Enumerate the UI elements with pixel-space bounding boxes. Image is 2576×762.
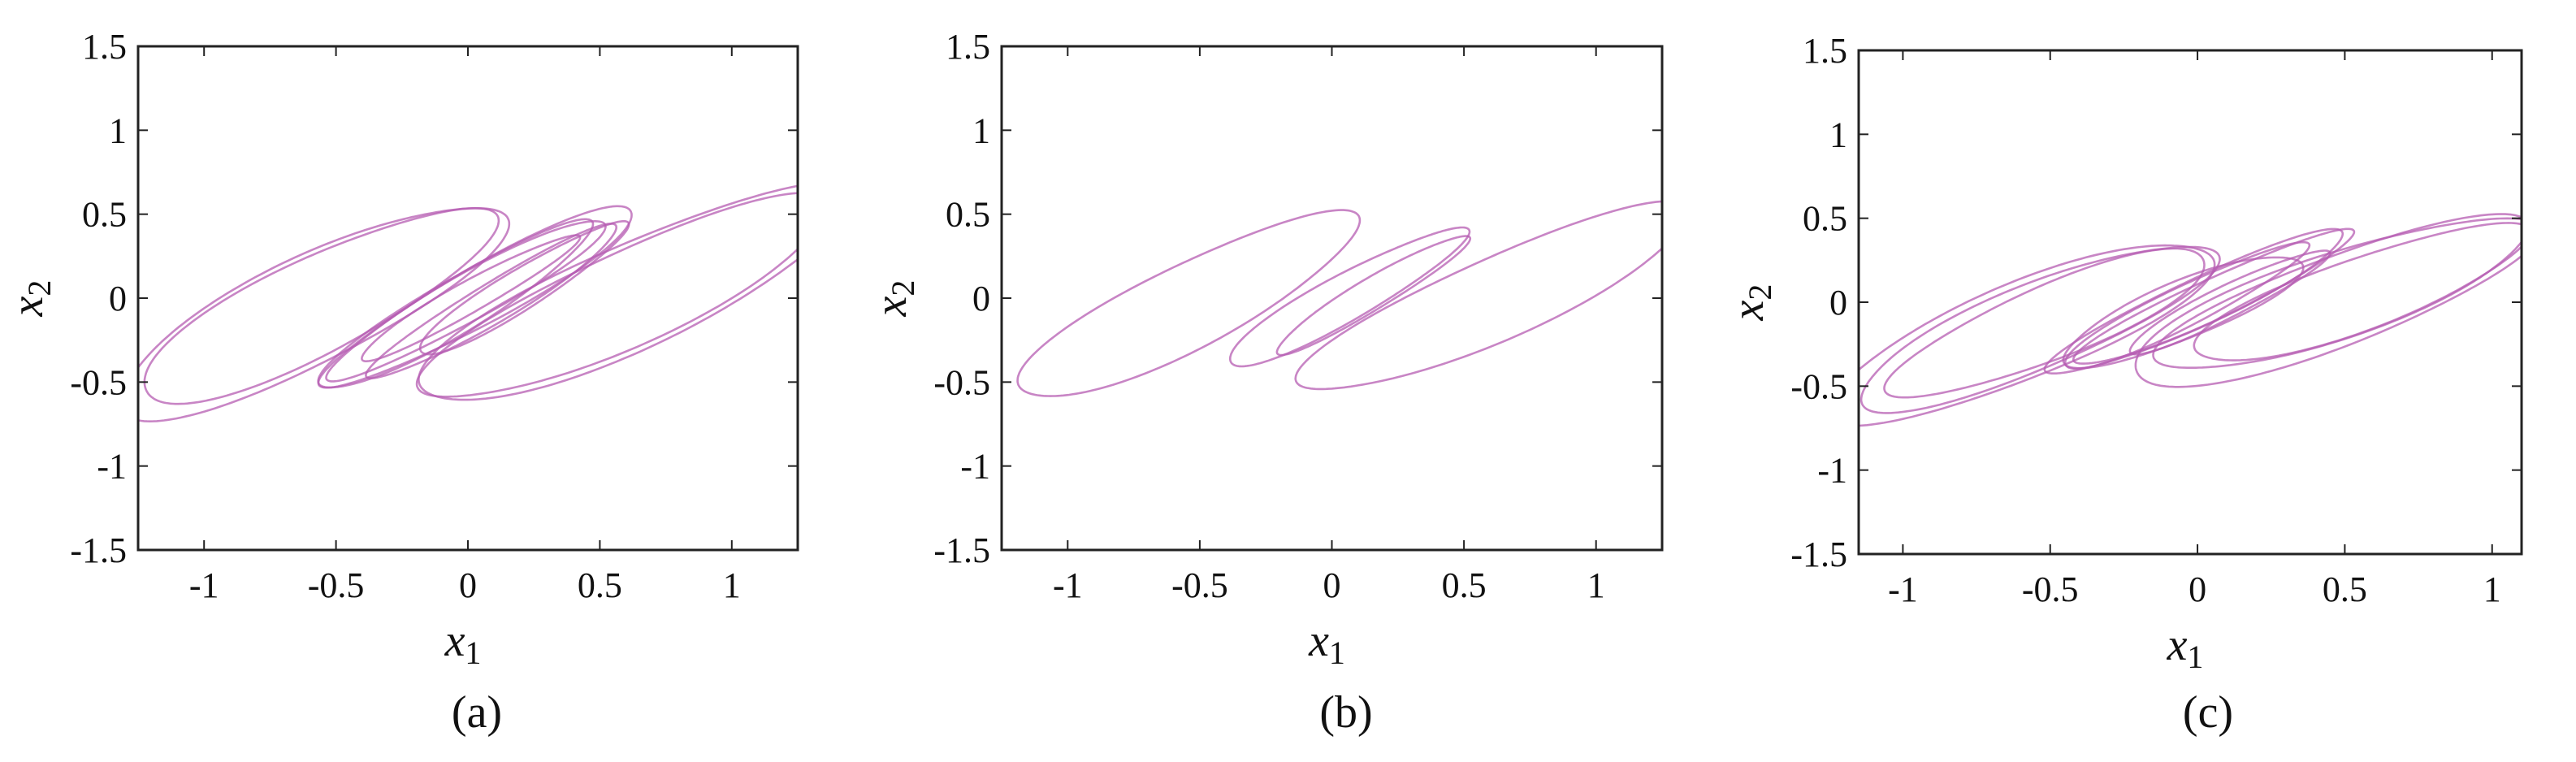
- trajectory-loop: [1229, 226, 1471, 368]
- trajectory-loop: [361, 234, 582, 362]
- x-tick-label: 0: [1323, 565, 1341, 605]
- x-tick-label: -0.5: [1171, 565, 1228, 605]
- y-tick-label: -1: [1817, 451, 1847, 491]
- chart-panel-b: -1 -0.5 0 0.5 1 1.5 1 0.5 0 -0.5 -1 -1.5 x1 x2 (b): [866, 27, 1664, 738]
- trajectory-series-b: [1016, 200, 1662, 397]
- y-tick-label: -1: [97, 447, 127, 487]
- x-tick-label: -0.5: [308, 565, 365, 605]
- y-tick-label: 1: [109, 110, 127, 150]
- trajectory-loop: [1275, 235, 1472, 357]
- plot-area-a: -1 -0.5 0 0.5 1 1.5 1 0.5 0 -0.5 -1 -1.5 x1 x2: [2, 27, 799, 671]
- y-tick-label: 1.5: [946, 27, 990, 67]
- x-tick-label: 0.5: [578, 565, 622, 605]
- y-tick-label: 1: [972, 110, 990, 150]
- x-tick-label: 0.5: [2323, 569, 2367, 609]
- chart-panel-c: -1 -0.5 0 0.5 1 1.5 1 0.5 0 -0.5 -1 -1.5 x1 x2 (c): [1723, 31, 2523, 738]
- caption-a: (a): [452, 687, 502, 738]
- y-tick-label: -1.5: [1790, 535, 1847, 574]
- x-axis-label: x1: [1308, 616, 1345, 671]
- plot-area-c: -1 -0.5 0 0.5 1 1.5 1 0.5 0 -0.5 -1 -1.5 x1 x2: [1723, 31, 2523, 675]
- trajectory-loop: [2062, 256, 2305, 370]
- y-tick-label: 0.5: [946, 195, 990, 235]
- y-tick-label: 0: [972, 279, 990, 318]
- trajectory-loop: [325, 220, 607, 383]
- x-axis-label: x1: [444, 616, 482, 671]
- x-tick-label: -0.5: [2022, 569, 2079, 609]
- y-tick-label: -1: [960, 447, 990, 487]
- y-tick-label: 0: [109, 279, 127, 318]
- plot-frame-a: [136, 45, 799, 552]
- trajectory-series-c: [1859, 213, 2522, 427]
- trajectory-series-a: [138, 184, 798, 423]
- x-tick-label: -1: [1888, 569, 1918, 609]
- trajectory-loop: [415, 192, 798, 398]
- y-tick-label: -0.5: [70, 362, 127, 402]
- y-tick-label: 0.5: [1803, 199, 1847, 239]
- chart-panel-a: -1 -0.5 0 0.5 1 1.5 1 0.5 0 -0.5 -1 -1.5 x1 x2 (a): [2, 27, 799, 738]
- trajectory-loop: [2134, 217, 2522, 388]
- y-tick-label: 0.5: [82, 195, 127, 235]
- x-tick-label: -1: [1053, 565, 1083, 605]
- x-axis-label: x1: [2167, 620, 2204, 675]
- x-tick-label: -1: [189, 565, 219, 605]
- trajectory-loop: [418, 184, 798, 401]
- y-tick-label: 0: [1829, 283, 1847, 323]
- trajectory-loop: [2193, 222, 2522, 362]
- y-tick-label: -0.5: [933, 362, 990, 402]
- x-tick-label: 0.5: [1442, 565, 1487, 605]
- trajectory-loop: [1016, 209, 1362, 397]
- plot-frame-b: [1000, 45, 1664, 552]
- y-tick-label: -1.5: [933, 530, 990, 570]
- trajectory-loop: [317, 218, 595, 389]
- trajectory-loop: [2072, 227, 2356, 365]
- trajectory-loop: [1294, 200, 1662, 391]
- x-tick-label: 1: [1587, 565, 1605, 605]
- caption-c: (c): [2183, 687, 2233, 738]
- y-axis-label: x2: [866, 280, 921, 318]
- y-axis-label: x2: [1723, 284, 1778, 322]
- x-tick-label: 1: [723, 565, 741, 605]
- trajectory-loop: [1859, 244, 2216, 427]
- y-axis-label: x2: [2, 280, 58, 318]
- x-tick-label: 0: [459, 565, 477, 605]
- trajectory-loop: [1883, 247, 2206, 399]
- caption-b: (b): [1319, 687, 1372, 738]
- y-tick-label: -0.5: [1790, 366, 1847, 406]
- plot-area-b: -1 -0.5 0 0.5 1 1.5 1 0.5 0 -0.5 -1 -1.5 x1 x2: [866, 27, 1664, 671]
- x-tick-label: 1: [2483, 569, 2501, 609]
- trajectory-loop: [138, 207, 511, 423]
- y-tick-label: 1.5: [1803, 31, 1847, 71]
- y-tick-label: 1: [1829, 115, 1847, 154]
- y-tick-label: -1.5: [70, 530, 127, 570]
- x-tick-label: 0: [2189, 569, 2206, 609]
- trajectory-loop: [418, 220, 630, 356]
- y-tick-label: 1.5: [82, 27, 127, 67]
